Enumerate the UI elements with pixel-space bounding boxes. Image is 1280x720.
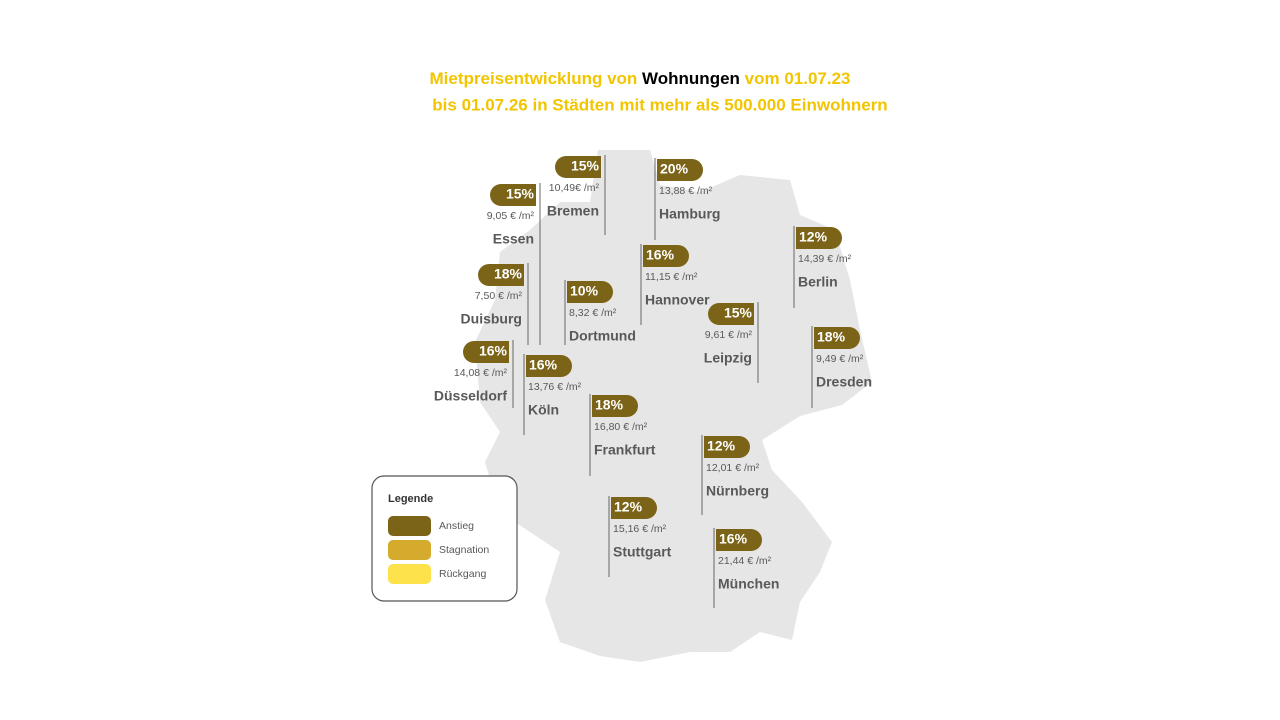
change-badge bbox=[526, 355, 572, 377]
city-name: Leipzig bbox=[704, 350, 752, 366]
change-badge bbox=[796, 227, 842, 249]
price-label: 13,88 € /m² bbox=[659, 185, 713, 197]
change-label: 20% bbox=[660, 161, 689, 177]
change-badge bbox=[592, 395, 638, 417]
city-label: 15% 10,49€ /m² Bremen bbox=[547, 155, 606, 235]
city-label: 10% 8,32 € /m² Dortmund bbox=[564, 280, 636, 345]
change-label: 16% bbox=[719, 531, 748, 547]
change-label: 18% bbox=[595, 397, 624, 413]
change-badge bbox=[704, 436, 750, 458]
change-badge bbox=[643, 245, 689, 267]
city-name: Essen bbox=[493, 231, 534, 247]
change-badge bbox=[555, 156, 601, 178]
legend-swatch bbox=[388, 540, 431, 560]
change-label: 18% bbox=[494, 266, 523, 282]
city-name: Dresden bbox=[816, 374, 872, 390]
title-line1: Mietpreisentwicklung von Wohnungen vom 0… bbox=[429, 69, 850, 88]
legend: Legende Anstieg Stagnation Rückgang bbox=[371, 475, 518, 602]
change-label: 16% bbox=[479, 343, 508, 359]
city-name: Dortmund bbox=[569, 328, 636, 344]
change-label: 15% bbox=[506, 186, 535, 202]
city-label: 15% 9,61 € /m² Leipzig bbox=[704, 302, 759, 383]
price-label: 10,49€ /m² bbox=[549, 182, 600, 194]
change-badge bbox=[611, 497, 657, 519]
price-label: 14,08 € /m² bbox=[454, 367, 508, 379]
legend-label: Stagnation bbox=[439, 544, 489, 556]
change-badge bbox=[490, 184, 536, 206]
city-name: Köln bbox=[528, 402, 559, 418]
legend-swatch bbox=[388, 564, 431, 584]
title-line2: bis 01.07.26 in Städten mit mehr als 500… bbox=[432, 95, 887, 114]
city-name: Nürnberg bbox=[706, 483, 769, 499]
city-label: 15% 9,05 € /m² Essen bbox=[487, 183, 541, 345]
city-label: 16% 13,76 € /m² Köln bbox=[523, 354, 582, 435]
city-name: Stuttgart bbox=[613, 544, 672, 560]
change-label: 18% bbox=[817, 329, 846, 345]
legend-title: Legende bbox=[388, 493, 433, 505]
city-label: 18% 9,49 € /m² Dresden bbox=[811, 326, 872, 408]
city-labels: 15% 10,49€ /m² Bremen 20% 13,88 € /m² Hamburg… bbox=[434, 155, 872, 608]
germany-map bbox=[475, 150, 872, 662]
price-label: 7,50 € /m² bbox=[475, 290, 523, 302]
city-label: 16% 14,08 € /m² Düsseldorf bbox=[434, 340, 514, 408]
change-badge bbox=[463, 341, 509, 363]
city-name: Duisburg bbox=[461, 311, 522, 327]
legend-swatch bbox=[388, 516, 431, 536]
city-label: 16% 11,15 € /m² Hannover bbox=[640, 244, 710, 325]
city-name: Bremen bbox=[547, 203, 599, 219]
price-label: 8,32 € /m² bbox=[569, 307, 617, 319]
price-label: 21,44 € /m² bbox=[718, 555, 772, 567]
city-name: Hannover bbox=[645, 292, 710, 308]
city-label: 12% 15,16 € /m² Stuttgart bbox=[608, 496, 672, 577]
city-label: 12% 12,01 € /m² Nürnberg bbox=[701, 435, 769, 515]
change-label: 16% bbox=[529, 357, 558, 373]
price-label: 14,39 € /m² bbox=[798, 253, 852, 265]
city-name: Hamburg bbox=[659, 206, 720, 222]
legend-label: Anstieg bbox=[439, 520, 474, 532]
change-label: 15% bbox=[724, 305, 753, 321]
change-label: 16% bbox=[646, 247, 675, 263]
change-label: 15% bbox=[571, 158, 600, 174]
legend-label: Rückgang bbox=[439, 568, 486, 580]
price-label: 9,49 € /m² bbox=[816, 353, 864, 365]
price-label: 13,76 € /m² bbox=[528, 381, 582, 393]
price-label: 9,61 € /m² bbox=[705, 329, 753, 341]
city-label: 20% 13,88 € /m² Hamburg bbox=[654, 158, 720, 240]
price-label: 15,16 € /m² bbox=[613, 523, 667, 535]
city-name: Düsseldorf bbox=[434, 388, 507, 404]
change-label: 12% bbox=[614, 499, 643, 515]
change-label: 10% bbox=[570, 283, 599, 299]
city-label: 18% 7,50 € /m² Duisburg bbox=[461, 263, 529, 345]
city-name: Frankfurt bbox=[594, 442, 656, 458]
price-label: 11,15 € /m² bbox=[645, 271, 698, 283]
price-label: 9,05 € /m² bbox=[487, 210, 535, 222]
city-name: Berlin bbox=[798, 274, 838, 290]
change-label: 12% bbox=[799, 229, 828, 245]
city-label: 18% 16,80 € /m² Frankfurt bbox=[589, 394, 656, 476]
price-label: 12,01 € /m² bbox=[706, 462, 760, 474]
change-badge bbox=[657, 159, 703, 181]
change-label: 12% bbox=[707, 438, 736, 454]
city-label: 12% 14,39 € /m² Berlin bbox=[793, 226, 852, 308]
city-label: 16% 21,44 € /m² München bbox=[713, 528, 779, 608]
change-badge bbox=[567, 281, 613, 303]
price-label: 16,80 € /m² bbox=[594, 421, 648, 433]
city-name: München bbox=[718, 576, 779, 592]
change-badge bbox=[708, 303, 754, 325]
change-badge bbox=[814, 327, 860, 349]
change-badge bbox=[716, 529, 762, 551]
change-badge bbox=[478, 264, 524, 286]
